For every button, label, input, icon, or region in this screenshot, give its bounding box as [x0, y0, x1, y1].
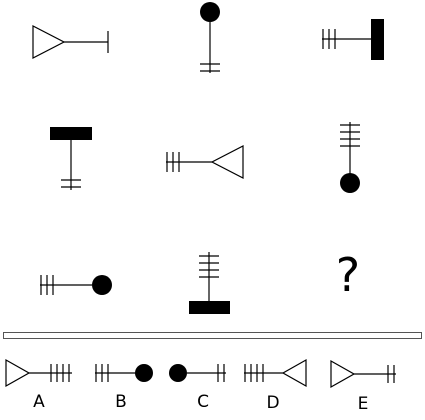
option-b-symbol[interactable]	[95, 364, 153, 382]
cell-r3c1-circle-symbol	[40, 275, 112, 295]
cell-r1c3-bar-symbol	[322, 19, 384, 60]
answer-divider	[3, 332, 422, 339]
cell-r2c2-triangle-symbol	[166, 145, 244, 179]
cell-r3c2-bar-symbol	[189, 252, 230, 314]
option-d-label[interactable]: D	[266, 393, 280, 413]
option-a-label[interactable]: A	[33, 392, 45, 412]
cell-r2c3-circle-symbol	[340, 122, 360, 193]
option-d-symbol[interactable]	[244, 358, 307, 388]
option-c-label[interactable]: C	[197, 392, 209, 412]
option-b-label[interactable]: B	[115, 392, 127, 412]
cell-r2c1-bar-symbol	[50, 127, 92, 190]
option-e-symbol[interactable]	[330, 359, 396, 389]
option-a-symbol[interactable]	[5, 358, 72, 388]
cell-r1c2-circle-symbol	[200, 2, 220, 73]
missing-cell-question-mark: ?	[335, 248, 361, 302]
cell-r1c1-triangle-symbol	[32, 25, 109, 59]
option-c-symbol[interactable]	[169, 364, 226, 382]
option-e-label[interactable]: E	[357, 394, 369, 414]
